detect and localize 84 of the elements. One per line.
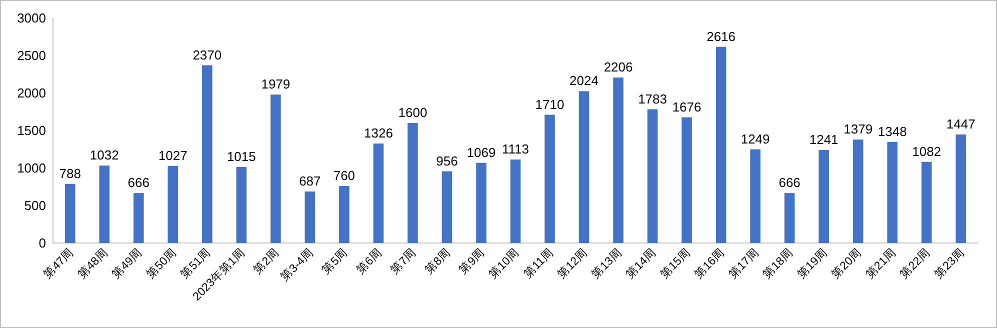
x-tick-label: 第49周 [110, 246, 145, 282]
data-label: 1676 [672, 99, 702, 114]
y-tick-label: 2000 [17, 86, 46, 100]
bar [202, 65, 212, 243]
data-label: 1447 [946, 116, 976, 132]
x-tick-label: 第5周 [320, 246, 350, 277]
bar [852, 140, 864, 243]
bar [339, 186, 350, 243]
data-label: 1710 [535, 96, 564, 112]
bar [921, 162, 932, 243]
x-tick-label: 第50周 [144, 246, 180, 282]
x-tick-label: 第13周 [589, 246, 624, 282]
bar [236, 166, 247, 243]
data-label: 1113 [502, 142, 529, 157]
bar [373, 144, 384, 243]
data-label: 666 [778, 175, 800, 190]
bar [476, 162, 486, 243]
data-label: 1015 [226, 148, 256, 164]
bar [408, 123, 418, 243]
bar [544, 114, 555, 243]
data-label: 1069 [466, 144, 496, 160]
y-tick-label: 3000 [17, 10, 46, 26]
data-label: 1249 [740, 131, 770, 146]
bar [442, 171, 452, 243]
data-label: 2206 [604, 60, 633, 75]
data-label: 1082 [912, 144, 942, 159]
bar [887, 142, 898, 243]
y-tick-label: 1000 [17, 160, 46, 176]
x-tick-label: 第15周 [658, 246, 693, 282]
bar [750, 149, 760, 243]
data-label: 788 [59, 166, 81, 181]
x-tick-label: 第11周 [521, 246, 556, 281]
x-tick-label: 第6周 [354, 246, 385, 277]
data-label: 1348 [878, 124, 907, 139]
data-label: 1379 [844, 122, 873, 137]
data-label: 956 [436, 153, 458, 168]
bar [578, 91, 590, 243]
bar [168, 166, 178, 243]
x-tick-label: 第22周 [898, 246, 933, 282]
x-tick-label: 第48周 [75, 246, 111, 282]
bar [270, 94, 281, 243]
x-tick-label: 第20周 [829, 246, 864, 282]
data-label: 1783 [638, 91, 667, 106]
x-tick-label: 第3-4周 [278, 246, 316, 284]
data-label: 1027 [158, 148, 188, 163]
data-label: 1241 [809, 132, 838, 147]
data-label: 687 [299, 173, 321, 188]
bar [304, 191, 316, 243]
data-label: 1600 [398, 105, 428, 120]
x-tick-label: 第9周 [456, 246, 488, 277]
x-tick-label: 第12周 [554, 246, 590, 282]
data-label: 1326 [364, 126, 393, 141]
bar [64, 184, 76, 243]
data-label: 2370 [192, 47, 222, 62]
data-label: 1032 [90, 148, 119, 163]
data-label: 2024 [570, 73, 598, 88]
x-tick-label: 第18周 [760, 246, 796, 282]
x-tick-label: 第17周 [726, 246, 762, 282]
bar [956, 134, 966, 243]
bar [647, 109, 658, 243]
bar [134, 193, 144, 243]
x-tick-label: 第23周 [932, 246, 967, 282]
data-label: 666 [128, 175, 150, 190]
x-tick-label: 第21周 [863, 246, 898, 282]
bar [613, 78, 624, 243]
bar [784, 193, 795, 243]
bar [99, 166, 110, 243]
bar [510, 160, 521, 243]
x-tick-label: 第16周 [692, 246, 728, 282]
bar [682, 117, 692, 243]
y-tick-label: 0 [38, 236, 46, 250]
x-tick-label: 第19周 [794, 246, 830, 282]
bar [818, 150, 829, 243]
y-tick-label: 2500 [17, 48, 46, 63]
x-tick-label: 第10周 [486, 246, 522, 282]
data-label: 760 [333, 168, 356, 183]
data-label: 2616 [706, 28, 736, 44]
x-tick-label: 第14周 [623, 246, 659, 282]
x-tick-label: 第7周 [388, 246, 419, 277]
y-tick-label: 1500 [17, 123, 46, 138]
x-tick-label: 第8周 [422, 246, 454, 277]
bar [716, 46, 726, 243]
data-label: 1979 [261, 76, 290, 92]
y-tick-label: 500 [24, 198, 46, 213]
